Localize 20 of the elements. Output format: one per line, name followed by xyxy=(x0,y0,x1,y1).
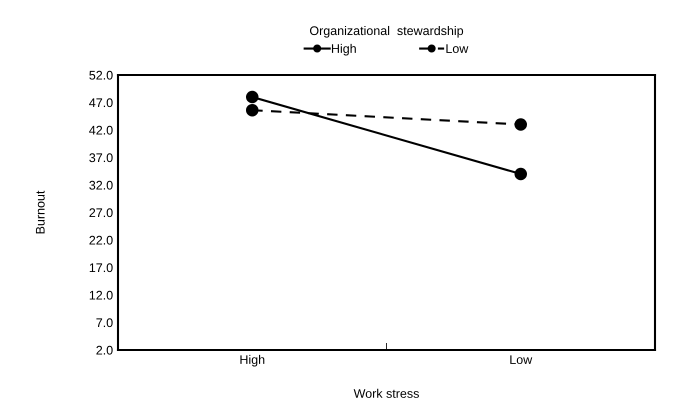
y-tick-label: 32.0 xyxy=(89,180,113,190)
y-tick-label: 2.0 xyxy=(96,346,113,355)
point xyxy=(514,118,527,131)
legend-title: Organizational stewardship xyxy=(310,26,464,38)
y-tick-label: 17.0 xyxy=(90,263,113,272)
point xyxy=(246,104,258,116)
point xyxy=(514,168,527,180)
point xyxy=(246,90,258,104)
y-axis-title: Burnout xyxy=(36,190,45,234)
y-tick-label: 47.0 xyxy=(89,98,113,108)
legend-label: High xyxy=(332,44,356,56)
y-tick-label: 27.0 xyxy=(89,208,113,218)
y-tick-label: 42.0 xyxy=(89,126,113,135)
y-tick-label: 37.0 xyxy=(89,153,113,162)
legend-label: Low xyxy=(446,44,468,54)
y-tick-label: 52.0 xyxy=(89,70,113,80)
x-axis-title: Work stress xyxy=(354,388,419,398)
y-tick-label: 12.0 xyxy=(90,290,113,300)
y-tick-label: 7.0 xyxy=(96,318,113,328)
y-tick-label: 22.0 xyxy=(89,236,113,245)
